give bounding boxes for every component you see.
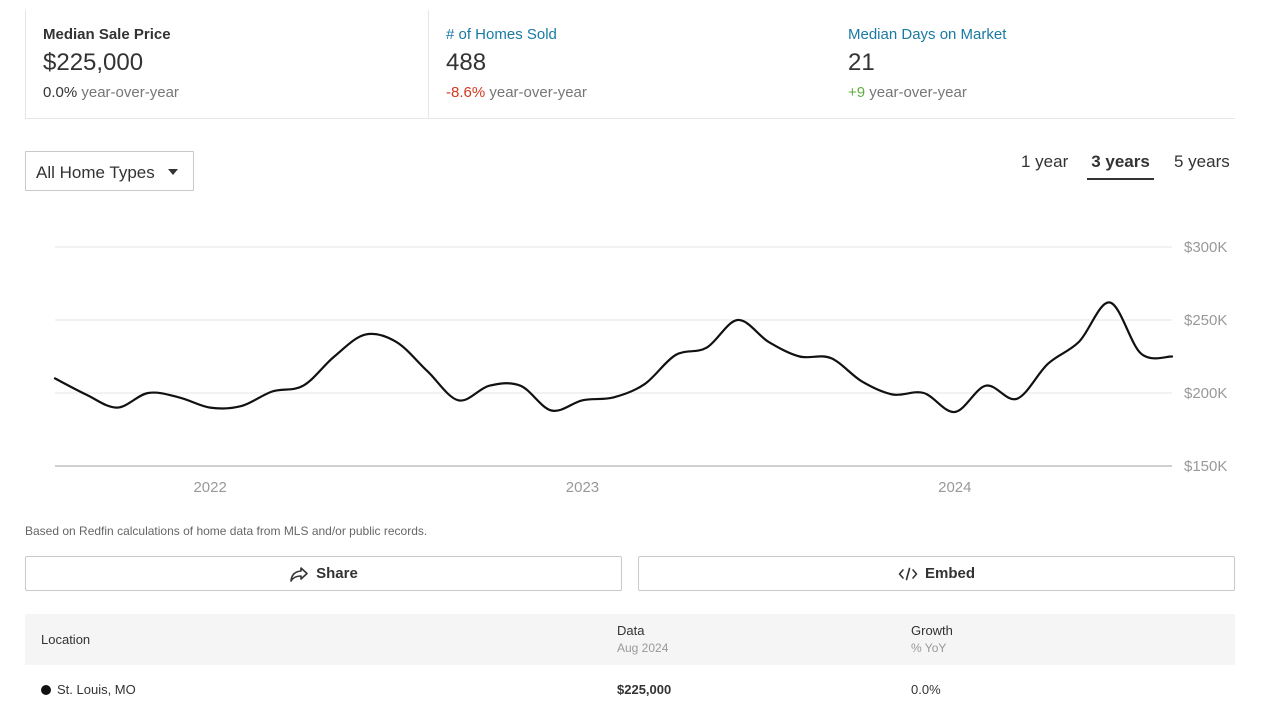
home-type-selected: All Home Types [36, 163, 155, 182]
data-point [642, 381, 648, 387]
stat-value: 21 [848, 49, 875, 76]
data-point [269, 389, 275, 395]
data-point [52, 375, 58, 381]
chart-canvas: $300K $250K $200K $150K 2022 2023 2024 [52, 239, 1227, 496]
series-line-median-sale-price [53, 301, 1174, 414]
data-point [580, 397, 586, 403]
stat-title-link[interactable]: # of Homes Sold [446, 26, 557, 43]
share-button[interactable]: Share [25, 556, 622, 591]
y-tick-label: $300K [1184, 239, 1227, 256]
column-subheader-growth: % YoY [911, 641, 947, 655]
series-marker-dot [41, 685, 51, 695]
data-point [859, 378, 865, 384]
stat-change-value: -8.6% [446, 84, 486, 101]
home-type-dropdown[interactable]: All Home Types [25, 151, 194, 191]
stat-homes-sold[interactable]: # of Homes Sold 488 -8.6% year-over-year [428, 10, 831, 119]
chart-series [52, 300, 1175, 415]
stat-title-link[interactable]: Median Days on Market [848, 26, 1007, 43]
data-point [921, 390, 927, 396]
data-point [300, 383, 306, 389]
range-tab-3-years[interactable]: 3 years [1087, 152, 1154, 180]
column-header-growth: Growth [911, 623, 953, 638]
row-growth: 0.0% [911, 682, 941, 697]
row-data: $225,000 [617, 682, 672, 697]
data-point [548, 408, 554, 414]
data-point [766, 339, 772, 345]
stat-change-suffix: year-over-year [81, 84, 179, 101]
share-icon [289, 566, 309, 582]
stat-value: $225,000 [43, 49, 144, 76]
column-header-location: Location [41, 632, 91, 647]
table-row: St. Louis, MO $225,000 0.0% [25, 665, 1235, 711]
data-point [1014, 396, 1020, 402]
data-point [673, 352, 679, 358]
stat-change-suffix: year-over-year [489, 84, 587, 101]
data-point [207, 405, 213, 411]
data-point [797, 354, 803, 360]
stat-change-value: +9 [848, 84, 866, 101]
stat-value: 488 [446, 49, 487, 76]
data-point [735, 317, 741, 323]
data-point [455, 397, 461, 403]
data-point [145, 390, 151, 396]
x-tick-label: 2022 [193, 479, 226, 496]
stat-days-on-market[interactable]: Median Days on Market 21 +9 year-over-ye… [831, 10, 1235, 119]
range-tab-1-year[interactable]: 1 year [1021, 152, 1069, 171]
data-point [176, 394, 182, 400]
column-subheader-data: Aug 2024 [617, 641, 669, 655]
data-point [1138, 351, 1144, 357]
location-data-table: Location Data Aug 2024 Growth % YoY St. … [25, 614, 1235, 711]
data-point [1169, 354, 1175, 360]
stat-change-row: +9 year-over-year [848, 84, 967, 101]
y-tick-label: $250K [1184, 312, 1227, 329]
stat-title: Median Sale Price [43, 26, 171, 43]
market-stats: Median Sale Price $225,000 0.0% year-ove… [25, 10, 1235, 119]
data-point [83, 392, 89, 398]
stat-change-row: -8.6% year-over-year [446, 84, 587, 101]
embed-label: Embed [924, 565, 975, 582]
median-sale-price-chart: $300K $250K $200K $150K 2022 2023 2024 [0, 220, 1280, 510]
embed-button[interactable]: Embed [638, 556, 1235, 591]
stat-change-row: 0.0% year-over-year [43, 84, 179, 101]
data-point [486, 383, 492, 389]
caret-down-icon [168, 169, 178, 175]
data-point [393, 339, 399, 345]
y-tick-label: $150K [1184, 458, 1227, 475]
data-source-disclaimer: Based on Redfin calculations of home dat… [25, 524, 428, 538]
x-tick-label: 2023 [566, 479, 599, 496]
stat-median-sale-price: Median Sale Price $225,000 0.0% year-ove… [25, 10, 428, 119]
data-point [1107, 300, 1113, 306]
code-embed-icon [898, 567, 918, 581]
row-location: St. Louis, MO [57, 682, 136, 697]
data-point [238, 403, 244, 409]
data-point [424, 368, 430, 374]
stat-change-suffix: year-over-year [869, 84, 967, 101]
column-header-data: Data [617, 623, 645, 638]
data-point [517, 383, 523, 389]
data-point [704, 345, 710, 351]
chart-y-ticks: $300K $250K $200K $150K [1184, 239, 1227, 475]
data-point [611, 394, 617, 400]
share-label: Share [316, 565, 358, 582]
data-point [1076, 339, 1082, 345]
data-point [983, 383, 989, 389]
chart-gridlines [55, 246, 1172, 467]
stat-change-value: 0.0% [43, 84, 78, 101]
data-point [1045, 361, 1051, 367]
x-tick-label: 2024 [938, 479, 971, 496]
y-tick-label: $200K [1184, 385, 1227, 402]
data-point [828, 355, 834, 361]
table-header: Location Data Aug 2024 Growth % YoY [25, 614, 1235, 665]
data-point [362, 332, 368, 338]
chart-x-ticks: 2022 2023 2024 [193, 479, 971, 496]
range-tab-5-years[interactable]: 5 years [1174, 152, 1230, 171]
data-point [890, 392, 896, 398]
data-point [114, 405, 120, 411]
data-point [952, 409, 958, 415]
data-point [331, 354, 337, 360]
